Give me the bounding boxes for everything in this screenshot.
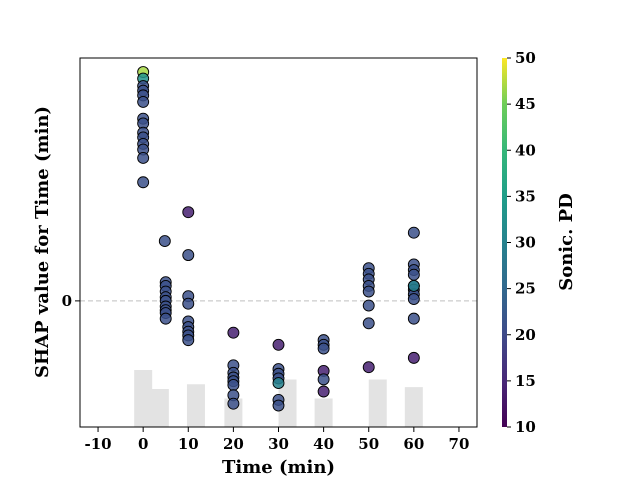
data-point bbox=[137, 95, 150, 108]
data-point bbox=[272, 377, 285, 390]
data-point bbox=[272, 399, 285, 412]
x-tick-label: 70 bbox=[449, 435, 470, 453]
data-point bbox=[159, 312, 172, 325]
scatter-points bbox=[137, 66, 420, 412]
colorbar bbox=[502, 58, 507, 427]
histogram-bar bbox=[278, 379, 297, 427]
data-point bbox=[227, 379, 240, 391]
colorbar-tick-label: 15 bbox=[515, 372, 536, 390]
data-point bbox=[272, 338, 285, 351]
data-point bbox=[317, 373, 330, 386]
data-point bbox=[407, 268, 420, 281]
x-tick-label: 0 bbox=[138, 435, 148, 453]
colorbar-title: Sonic. PD bbox=[556, 193, 577, 291]
colorbar-tick-label: 40 bbox=[515, 141, 536, 159]
x-tick-label: 50 bbox=[358, 435, 379, 453]
colorbar-tick-label: 45 bbox=[515, 95, 536, 113]
data-point bbox=[137, 152, 150, 164]
data-point bbox=[407, 312, 420, 325]
x-tick-label: -10 bbox=[84, 435, 111, 453]
histogram-bar bbox=[186, 384, 205, 427]
data-point bbox=[137, 176, 150, 189]
data-point bbox=[407, 293, 420, 305]
histogram-bar bbox=[404, 387, 423, 427]
x-axis-ticks: -10 0 10 20 30 40 50 60 70 bbox=[84, 427, 469, 453]
data-point bbox=[182, 206, 195, 219]
x-axis-title: Time (min) bbox=[222, 457, 335, 478]
x-tick-label: 10 bbox=[178, 435, 199, 453]
x-tick-label: 40 bbox=[313, 435, 334, 453]
histogram-bar bbox=[150, 389, 169, 427]
data-point bbox=[158, 235, 171, 248]
data-point bbox=[407, 279, 420, 292]
data-point bbox=[227, 397, 240, 410]
y-tick-label: 0 bbox=[62, 292, 72, 310]
histogram-bar bbox=[368, 379, 387, 427]
colorbar-tick-label: 25 bbox=[515, 280, 536, 298]
colorbar-tick-label: 10 bbox=[515, 418, 536, 436]
colorbar-tick-label: 30 bbox=[515, 234, 536, 252]
colorbar-tick-label: 50 bbox=[515, 49, 536, 67]
x-tick-label: 20 bbox=[223, 435, 244, 453]
data-point bbox=[317, 385, 330, 398]
colorbar-tick-label: 20 bbox=[515, 326, 536, 344]
data-point bbox=[362, 361, 375, 374]
data-point bbox=[317, 342, 330, 355]
data-point bbox=[362, 317, 375, 330]
x-tick-label: 60 bbox=[403, 435, 424, 453]
data-point bbox=[362, 299, 375, 312]
histogram-bar bbox=[134, 370, 153, 427]
y-axis-ticks: 0 bbox=[62, 292, 80, 310]
data-point bbox=[407, 226, 420, 239]
colorbar-tick-label: 35 bbox=[515, 187, 536, 205]
data-point bbox=[182, 249, 195, 262]
data-point bbox=[407, 351, 420, 364]
data-point bbox=[182, 334, 195, 347]
data-point bbox=[182, 297, 195, 310]
data-point bbox=[227, 326, 240, 339]
histogram-bar bbox=[314, 398, 333, 427]
y-axis-title: SHAP value for Time (min) bbox=[32, 106, 53, 378]
x-tick-label: 30 bbox=[268, 435, 289, 453]
colorbar-ticks: 10 15 20 25 30 35 40 45 50 bbox=[507, 49, 536, 436]
data-point bbox=[362, 285, 375, 298]
